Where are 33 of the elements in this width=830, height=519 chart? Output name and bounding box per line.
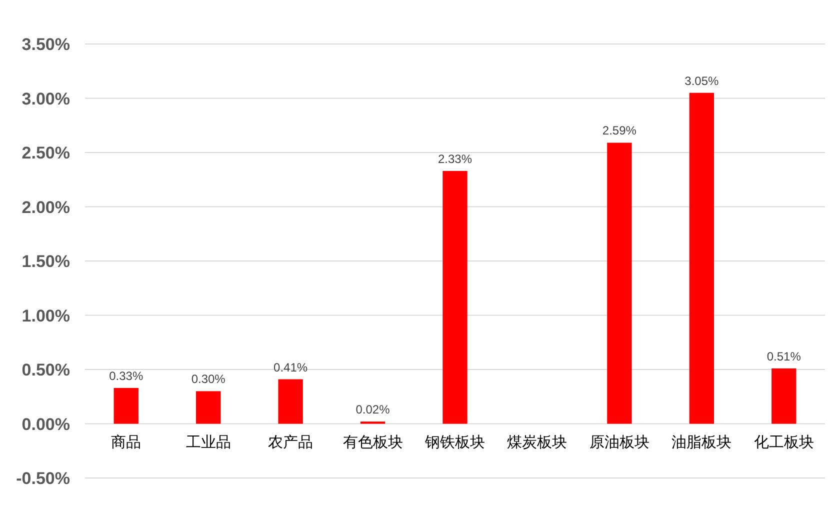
bar — [278, 379, 303, 424]
y-tick-label: 0.00% — [22, 414, 70, 434]
y-tick-label: -0.50% — [16, 469, 70, 488]
y-tick-label: 1.50% — [22, 252, 70, 271]
x-tick-label: 钢铁板块 — [424, 432, 485, 451]
bar — [196, 391, 221, 424]
data-label: 0.02% — [356, 402, 390, 417]
data-label: 0.33% — [109, 368, 144, 383]
data-label: 0.51% — [766, 349, 802, 364]
data-label: 0.41% — [274, 360, 308, 374]
x-tick-label: 商品 — [111, 432, 142, 451]
y-tick-label: 3.00% — [22, 89, 70, 108]
x-tick-label: 有色板块 — [342, 432, 403, 451]
x-tick-label: 原油板块 — [589, 432, 650, 451]
bar — [772, 368, 796, 424]
x-tick-label: 农产品 — [268, 432, 314, 451]
bar — [689, 92, 714, 424]
y-tick-label: 3.50% — [22, 35, 70, 54]
bar — [442, 170, 468, 424]
x-tick-label: 煤炭板块 — [507, 432, 568, 451]
bar — [114, 388, 138, 424]
x-tick-label: 化工板块 — [754, 432, 814, 451]
data-label: 2.33% — [438, 152, 472, 166]
x-tick-label: 油脂板块 — [672, 432, 732, 451]
bar — [607, 142, 632, 424]
data-label: 2.59% — [602, 124, 637, 138]
x-tick-label: 工业品 — [186, 432, 231, 451]
y-tick-label: 2.50% — [22, 144, 70, 162]
data-label: 0.30% — [191, 372, 226, 386]
data-label: 3.05% — [684, 74, 720, 88]
y-tick-label: 0.50% — [22, 360, 70, 380]
y-tick-label: 2.00% — [22, 198, 70, 217]
y-tick-label: 1.00% — [22, 306, 70, 326]
